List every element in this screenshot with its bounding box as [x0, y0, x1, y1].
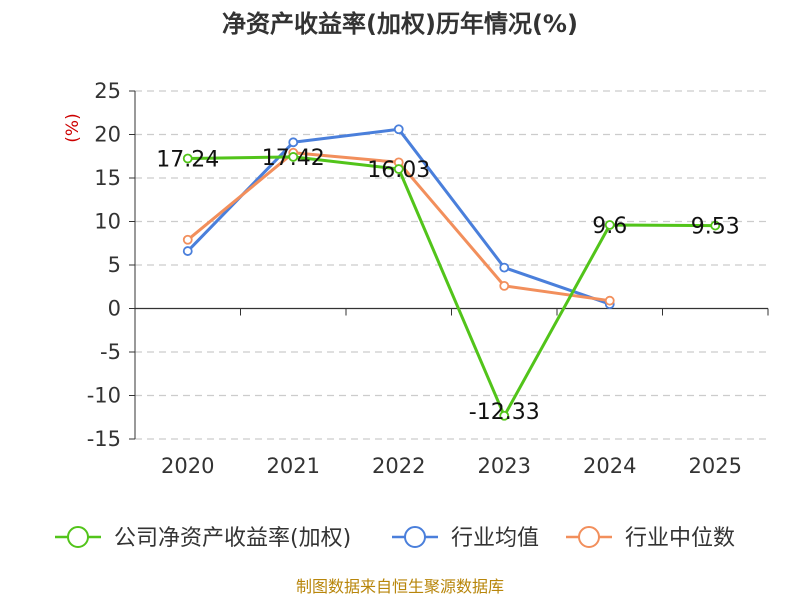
data-labels: 17.24 17.42 16.03 -12.33 9.6 9.53: [156, 146, 739, 425]
point-0-2021: [288, 152, 299, 162]
y-tick-label: -10: [87, 384, 121, 408]
legend-label-2: 行业中位数: [625, 526, 735, 551]
data-label-2024: 9.6: [592, 214, 627, 239]
legend-label-1: 行业均值: [451, 526, 539, 551]
x-tick-label-2020: 2020: [161, 454, 214, 478]
legend-marker-0: [67, 526, 89, 548]
legend-item-0: 公司净资产收益率(加权): [55, 526, 351, 551]
data-label-2021: 17.42: [262, 146, 325, 171]
series-lines: [182, 124, 721, 421]
data-label-2020: 17.24: [156, 148, 219, 173]
point-1-2021: [288, 137, 299, 148]
axes: 25 20 15 10 5 0 -5 -10 -15 2020 2021 2022 2023 2024 20…: [87, 79, 769, 478]
point-0-2025: [710, 220, 721, 231]
point-1-2023: [499, 262, 510, 273]
y-tick-label: 15: [94, 166, 121, 190]
point-0-2020: [182, 153, 193, 164]
y-axis-unit-label: (%): [63, 113, 83, 142]
y-tick-label: 0: [108, 297, 121, 321]
legend-label-0: 公司净资产收益率(加权): [114, 526, 351, 551]
y-tick-label: 25: [94, 79, 121, 103]
series-line-1: [186, 127, 611, 306]
x-tick-label-2025: 2025: [689, 454, 742, 478]
point-1-2020: [182, 246, 193, 256]
chart-title: 净资产收益率(加权)历年情况(%): [222, 10, 578, 38]
data-label-2023: -12.33: [469, 400, 540, 425]
point-2-2023: [499, 280, 510, 291]
y-tick-label: 5: [108, 253, 121, 277]
y-tick-label: -15: [87, 427, 121, 451]
legend: 公司净资产收益率(加权) 行业均值 行业中位数: [55, 526, 735, 551]
point-0-2023: [499, 410, 510, 421]
x-tick-label-2022: 2022: [372, 454, 425, 478]
legend-marker-1: [404, 526, 426, 548]
legend-marker-2: [578, 526, 600, 548]
data-label-2022: 16.03: [367, 158, 430, 183]
gridlines: [135, 90, 768, 440]
point-2-2024: [604, 295, 615, 306]
point-1-2022: [393, 124, 404, 135]
series-line-0: [187, 155, 716, 418]
y-tick-label: 20: [94, 123, 121, 147]
data-source-note: 制图数据来自恒生聚源数据库: [296, 577, 504, 596]
x-tick-label-2021: 2021: [267, 454, 320, 478]
y-tick-label: -5: [100, 340, 121, 364]
point-0-2024: [604, 220, 615, 230]
legend-item-1: 行业均值: [392, 526, 539, 551]
x-tick-label-2024: 2024: [583, 454, 636, 478]
data-label-2025: 9.53: [691, 215, 740, 240]
legend-item-2: 行业中位数: [566, 526, 735, 551]
point-2-2020: [182, 234, 193, 245]
x-tick-label-2023: 2023: [478, 454, 531, 478]
y-tick-label: 10: [94, 210, 121, 234]
point-0-2022: [393, 164, 404, 174]
